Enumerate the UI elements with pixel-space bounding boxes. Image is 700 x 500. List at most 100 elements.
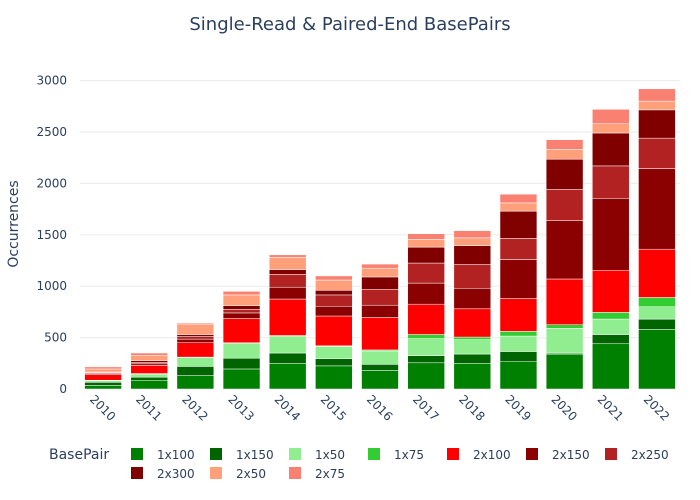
bar-segment[interactable]	[84, 368, 122, 373]
bar-segment[interactable]	[638, 318, 676, 330]
bar-segment[interactable]	[268, 254, 307, 258]
bar-segment[interactable]	[638, 306, 676, 320]
bar-segment[interactable]	[592, 312, 630, 320]
bar-segment[interactable]	[592, 343, 630, 390]
bar-segment[interactable]	[268, 298, 307, 336]
bar-segment[interactable]	[638, 88, 676, 102]
bar-segment[interactable]	[176, 322, 215, 325]
bar-segment[interactable]	[268, 257, 307, 270]
bar-segment[interactable]	[268, 363, 307, 390]
bar-segment[interactable]	[592, 123, 630, 134]
bar-segment[interactable]	[545, 324, 584, 329]
bar-segment[interactable]	[499, 259, 538, 299]
bar-segment[interactable]	[176, 338, 215, 343]
bar-segment[interactable]	[545, 149, 584, 160]
bar-segment[interactable]	[453, 308, 492, 338]
bar-segment[interactable]	[222, 309, 261, 314]
bar-segment[interactable]	[130, 376, 168, 381]
bar-segment[interactable]	[268, 335, 307, 354]
bar-segment[interactable]	[176, 375, 215, 390]
bar-segment[interactable]	[407, 303, 445, 335]
bar-segment[interactable]	[315, 365, 353, 390]
bar-segment[interactable]	[361, 267, 399, 278]
legend-item[interactable]: 2x300	[131, 467, 195, 481]
bar-segment[interactable]	[499, 202, 538, 212]
bar-segment[interactable]	[453, 353, 492, 364]
bar-segment[interactable]	[407, 246, 445, 264]
bar-segment[interactable]	[407, 355, 445, 364]
legend-item[interactable]: 2x150	[526, 448, 590, 462]
bar-segment[interactable]	[315, 294, 353, 307]
bar-segment[interactable]	[592, 318, 630, 335]
bar-segment[interactable]	[84, 366, 122, 370]
bar-segment[interactable]	[545, 220, 584, 280]
bar-segment[interactable]	[222, 357, 261, 370]
bar-segment[interactable]	[453, 339, 492, 355]
legend-item[interactable]: 2x75	[289, 467, 345, 481]
bar-segment[interactable]	[315, 290, 353, 296]
bar-segment[interactable]	[407, 239, 445, 248]
bar-segment[interactable]	[84, 382, 122, 386]
bar-segment[interactable]	[361, 263, 399, 269]
bar-segment[interactable]	[361, 364, 399, 371]
bar-segment[interactable]	[545, 158, 584, 190]
bar-segment[interactable]	[222, 312, 261, 319]
bar-segment[interactable]	[84, 374, 122, 381]
bar-segment[interactable]	[361, 350, 399, 365]
bar-segment[interactable]	[315, 305, 353, 317]
bar-segment[interactable]	[545, 189, 584, 221]
bar-segment[interactable]	[222, 294, 261, 306]
bar-segment[interactable]	[176, 336, 215, 340]
bar-segment[interactable]	[407, 338, 445, 356]
bar-segment[interactable]	[130, 380, 168, 390]
legend-item[interactable]: 2x250	[605, 448, 669, 462]
bar-segment[interactable]	[592, 198, 630, 271]
bar-segment[interactable]	[638, 248, 676, 298]
bar-segment[interactable]	[361, 289, 399, 306]
bar-segment[interactable]	[315, 315, 353, 347]
bar-segment[interactable]	[176, 342, 215, 358]
bar-segment[interactable]	[176, 334, 215, 337]
bar-segment[interactable]	[315, 275, 353, 281]
bar-segment[interactable]	[176, 357, 215, 367]
bar-segment[interactable]	[315, 358, 353, 367]
bar-segment[interactable]	[453, 336, 492, 340]
bar-segment[interactable]	[592, 334, 630, 345]
bar-segment[interactable]	[499, 351, 538, 363]
bar-segment[interactable]	[222, 368, 261, 390]
bar-segment[interactable]	[453, 230, 492, 239]
bar-segment[interactable]	[407, 282, 445, 305]
bar-segment[interactable]	[222, 305, 261, 310]
bar-segment[interactable]	[638, 329, 676, 390]
bar-segment[interactable]	[84, 385, 122, 390]
bar-segment[interactable]	[453, 264, 492, 289]
legend-item[interactable]: 2x100	[447, 448, 511, 462]
bar-segment[interactable]	[130, 355, 168, 361]
bar-segment[interactable]	[499, 210, 538, 239]
bar-segment[interactable]	[268, 352, 307, 364]
bar-segment[interactable]	[592, 270, 630, 313]
bar-segment[interactable]	[130, 365, 168, 374]
legend-item[interactable]: 2x50	[210, 467, 266, 481]
bar-segment[interactable]	[268, 274, 307, 288]
bar-segment[interactable]	[638, 100, 676, 111]
bar-segment[interactable]	[545, 353, 584, 390]
bar-segment[interactable]	[315, 346, 353, 359]
bar-segment[interactable]	[592, 109, 630, 124]
bar-segment[interactable]	[407, 233, 445, 240]
bar-segment[interactable]	[545, 139, 584, 150]
bar-segment[interactable]	[453, 363, 492, 390]
bar-segment[interactable]	[592, 132, 630, 167]
bar-segment[interactable]	[407, 262, 445, 284]
bar-segment[interactable]	[638, 109, 676, 139]
bar-segment[interactable]	[315, 279, 353, 291]
bar-segment[interactable]	[361, 317, 399, 351]
bar-segment[interactable]	[361, 304, 399, 318]
legend-item[interactable]: 1x50	[289, 448, 345, 462]
bar-segment[interactable]	[499, 361, 538, 390]
bar-segment[interactable]	[638, 168, 676, 250]
bar-segment[interactable]	[499, 335, 538, 352]
bar-segment[interactable]	[453, 237, 492, 246]
bar-segment[interactable]	[407, 334, 445, 339]
bar-segment[interactable]	[130, 373, 168, 378]
